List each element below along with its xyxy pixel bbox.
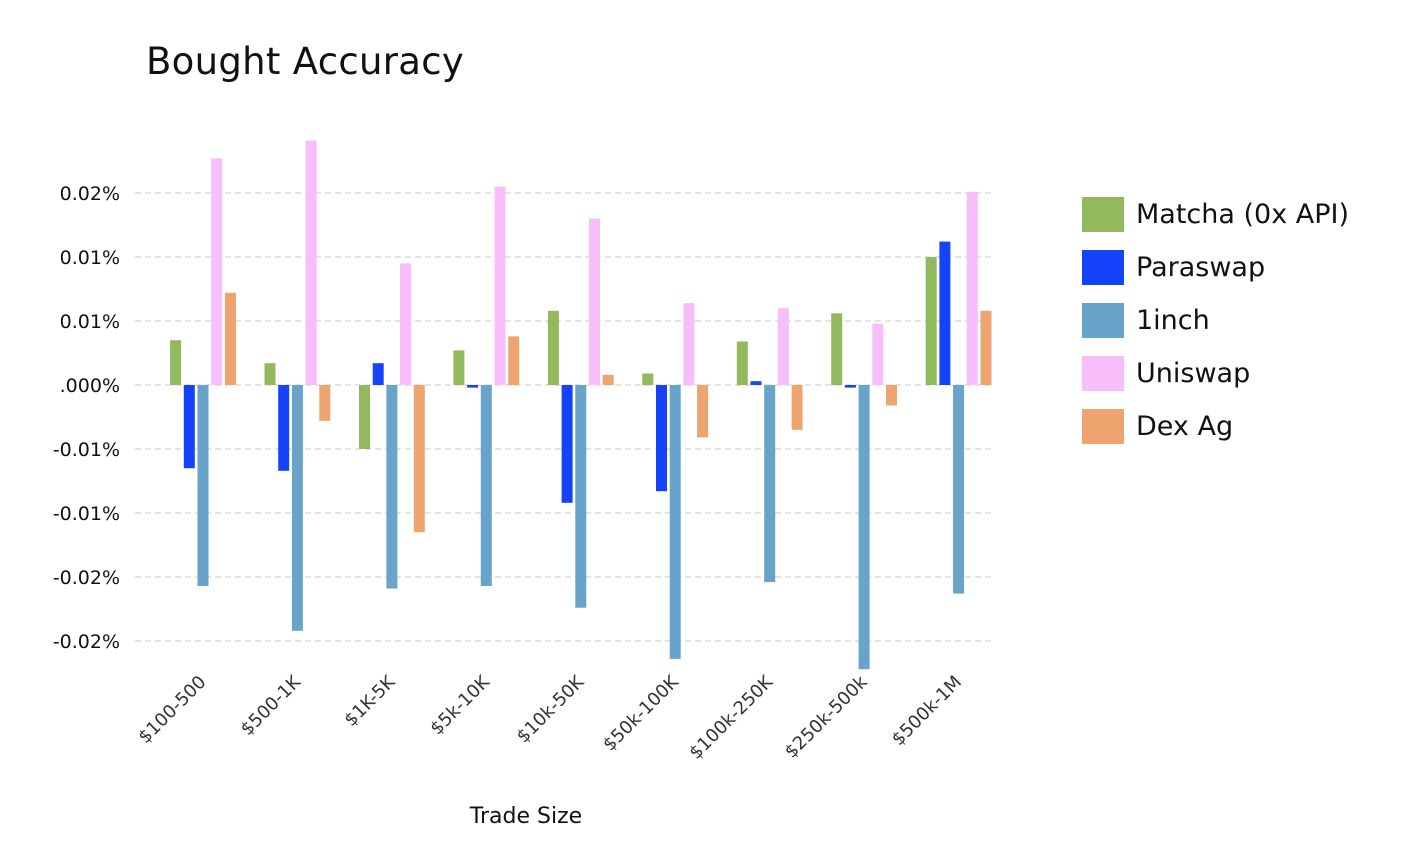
x-tick-label: $250k-500k (781, 671, 872, 762)
bar-1inch-3 (480, 385, 492, 586)
bar-matcha-0x-api-8 (925, 257, 937, 385)
bar-uniswap-2 (400, 263, 412, 385)
legend-swatch (1082, 250, 1124, 285)
bar-dex-ag-2 (413, 385, 425, 533)
x-tick-label: $10k-50K (513, 671, 589, 747)
y-tick-label: .000% (60, 375, 120, 397)
bar-1inch-2 (386, 385, 398, 589)
legend-swatch (1082, 409, 1124, 444)
legend-item: Uniswap (1082, 347, 1349, 400)
bar-dex-ag-1 (319, 385, 331, 421)
bar-matcha-0x-api-0 (170, 340, 182, 385)
bar-1inch-1 (291, 385, 303, 631)
bar-matcha-0x-api-4 (547, 310, 559, 385)
bar-matcha-0x-api-2 (359, 385, 370, 449)
legend-swatch (1082, 303, 1124, 338)
y-tick-label: -0.02% (53, 567, 120, 589)
bars (170, 140, 992, 670)
bar-paraswap-0 (183, 385, 195, 469)
y-tick-label: -0.02% (53, 631, 120, 653)
bar-dex-ag-0 (224, 292, 236, 385)
legend-swatch (1082, 356, 1124, 391)
bar-dex-ag-6 (791, 385, 803, 430)
bar-paraswap-3 (467, 385, 479, 388)
x-tick-label: $500k-1M (888, 672, 966, 750)
bar-1inch-6 (764, 385, 776, 583)
bar-uniswap-4 (589, 218, 600, 385)
bar-paraswap-4 (561, 385, 573, 503)
x-axis-title: Trade Size (469, 804, 582, 829)
legend-item: Dex Ag (1082, 400, 1349, 453)
bar-1inch-0 (197, 385, 209, 586)
bar-matcha-0x-api-5 (642, 373, 654, 385)
bar-dex-ag-4 (602, 374, 614, 385)
bar-paraswap-7 (844, 385, 856, 388)
y-tick-label: 0.02% (60, 183, 120, 205)
bar-1inch-4 (575, 385, 587, 608)
legend-label: Uniswap (1136, 358, 1251, 389)
bar-paraswap-5 (656, 385, 667, 492)
y-tick-label: 0.01% (60, 247, 120, 269)
x-tick-label: $100k-250K (685, 671, 778, 764)
bar-uniswap-6 (777, 308, 789, 385)
bar-matcha-0x-api-1 (264, 363, 276, 385)
bar-paraswap-8 (939, 241, 951, 385)
bar-matcha-0x-api-3 (453, 350, 465, 385)
bar-dex-ag-7 (886, 385, 897, 406)
chart-title: Bought Accuracy (146, 40, 465, 83)
y-tick-label: -0.01% (53, 439, 120, 461)
bar-dex-ag-5 (697, 385, 709, 438)
bar-uniswap-5 (683, 303, 695, 385)
bar-uniswap-3 (494, 186, 506, 385)
legend-item: Matcha (0x API) (1082, 188, 1349, 241)
legend-label: 1inch (1136, 305, 1210, 336)
x-tick-label: $50k-100K (599, 671, 684, 756)
legend-item: Paraswap (1082, 241, 1349, 294)
legend-label: Paraswap (1136, 252, 1266, 283)
x-tick-label: $5k-10K (426, 671, 494, 739)
y-tick-label: 0.01% (60, 311, 120, 333)
x-tick-label: $100-500 (134, 672, 210, 748)
bar-dex-ag-3 (508, 336, 520, 385)
bar-uniswap-1 (305, 140, 317, 385)
bar-uniswap-7 (872, 323, 884, 385)
bar-uniswap-8 (966, 191, 978, 385)
bar-1inch-8 (953, 385, 965, 594)
bar-paraswap-1 (278, 385, 290, 471)
legend: Matcha (0x API) Paraswap 1inch Uniswap Dex A… (1082, 188, 1349, 453)
bar-uniswap-0 (211, 158, 223, 385)
legend-swatch (1082, 197, 1124, 232)
legend-item: 1inch (1082, 294, 1349, 347)
bar-paraswap-2 (372, 363, 384, 385)
x-axis-tick-labels: $100-500 $500-1K $1K-5K $5k-10K $10k-50K $50k… (134, 671, 966, 764)
legend-label: Matcha (0x API) (1136, 199, 1350, 230)
x-tick-label: $500-1K (237, 671, 306, 740)
x-tick-label: $1K-5K (340, 671, 400, 731)
bar-matcha-0x-api-6 (736, 341, 748, 385)
bar-1inch-7 (858, 385, 870, 670)
bar-paraswap-6 (750, 381, 762, 385)
bar-matcha-0x-api-7 (831, 313, 843, 385)
bar-1inch-5 (669, 385, 681, 659)
y-axis-tick-labels: 0.02% 0.01% 0.01% .000% -0.01% -0.01% -0.02% -0… (53, 183, 120, 653)
y-tick-label: -0.01% (53, 503, 120, 525)
bar-dex-ag-8 (980, 310, 992, 385)
legend-label: Dex Ag (1136, 411, 1234, 442)
